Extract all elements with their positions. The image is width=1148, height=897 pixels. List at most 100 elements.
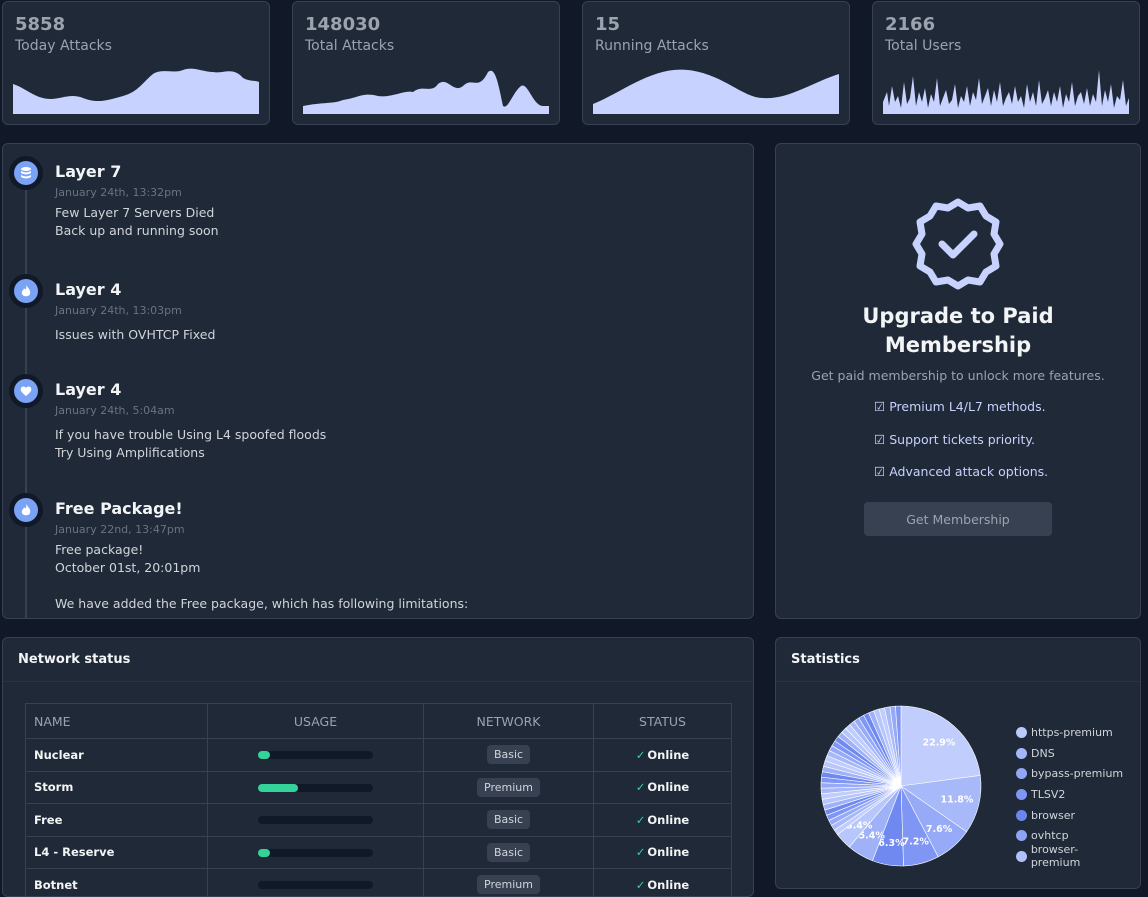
column-header: NAME [26, 704, 208, 739]
column-header: STATUS [594, 704, 732, 739]
badge-check-icon [908, 194, 1008, 294]
network-badge: Premium [477, 778, 540, 797]
status-online: ✓Online [636, 845, 689, 859]
stat-value: 2166 [885, 14, 935, 35]
pie-slice-label: 7.2% [902, 837, 929, 848]
pie-slice-label: 7.6% [926, 824, 953, 835]
check-circle-icon: ☑ [874, 464, 885, 479]
legend-dot [1016, 810, 1027, 821]
sparkline [883, 62, 1129, 114]
legend-item[interactable]: browser-premium [1016, 846, 1126, 867]
stat-value: 5858 [15, 14, 65, 35]
network-name: L4 - Reserve [26, 836, 208, 869]
stat-label: Total Users [885, 38, 961, 54]
membership-feature: ☑Advanced attack options. [874, 464, 1048, 479]
pie-chart: 22.9%11.8%7.6%7.2%6.3%5.4%3.4% [816, 701, 986, 871]
stat-label: Today Attacks [15, 38, 112, 54]
stat-card-today: 5858 Today Attacks [2, 1, 270, 125]
status-online: ✓Online [636, 748, 689, 762]
announcements-panel[interactable]: Layer 7 January 24th, 13:32pm Few Layer … [2, 143, 754, 619]
usage-bar [258, 849, 373, 857]
network-table: NAME USAGE NETWORK STATUS Nuclear Basic … [25, 703, 732, 897]
timeline-title: Layer 4 [55, 380, 121, 399]
legend-dot [1016, 748, 1027, 759]
column-header: NETWORK [424, 704, 594, 739]
status-online: ✓Online [636, 878, 689, 892]
sparkline [593, 62, 839, 114]
network-badge: Basic [487, 843, 530, 862]
timeline-date: January 24th, 13:03pm [55, 304, 182, 317]
membership-card: Upgrade to Paid Membership Get paid memb… [775, 143, 1141, 619]
network-name: Storm [26, 771, 208, 804]
timeline-title: Free Package! [55, 499, 183, 518]
membership-title: Upgrade to Paid Membership [776, 302, 1140, 360]
legend-dot [1016, 727, 1027, 738]
legend-item[interactable]: bypass-premium [1016, 763, 1126, 784]
sparkline [13, 62, 259, 114]
timeline-body: Few Layer 7 Servers Died Back up and run… [55, 204, 219, 240]
fire-icon [14, 279, 38, 303]
check-icon: ✓ [636, 813, 646, 827]
usage-bar [258, 881, 373, 889]
stat-label: Total Attacks [305, 38, 394, 54]
column-header: USAGE [208, 704, 424, 739]
network-name: Botnet [26, 869, 208, 897]
fire-icon [14, 498, 38, 522]
legend-item[interactable]: DNS [1016, 743, 1126, 764]
timeline-date: January 22nd, 13:47pm [55, 523, 185, 536]
heart-icon [14, 379, 38, 403]
network-status-card: Network status NAME USAGE NETWORK STATUS… [2, 637, 754, 897]
usage-bar [258, 816, 373, 824]
check-icon: ✓ [636, 780, 646, 794]
check-icon: ✓ [636, 845, 646, 859]
check-circle-icon: ☑ [874, 432, 885, 447]
stat-card-total: 148030 Total Attacks [292, 1, 560, 125]
pie-slice-label: 11.8% [940, 795, 973, 806]
card-header: Statistics [776, 638, 1140, 682]
membership-feature: ☑Support tickets priority. [874, 432, 1035, 447]
usage-bar [258, 751, 373, 759]
timeline-title: Layer 7 [55, 162, 121, 181]
membership-feature: ☑Premium L4/L7 methods. [874, 399, 1046, 414]
legend-dot [1016, 851, 1027, 862]
timeline-date: January 24th, 5:04am [55, 404, 175, 417]
stat-value: 148030 [305, 14, 380, 35]
pie-slice-label: 5.4% [858, 831, 885, 842]
network-badge: Basic [487, 810, 530, 829]
timeline-date: January 24th, 13:32pm [55, 186, 182, 199]
check-icon: ✓ [636, 878, 646, 892]
timeline-body: If you have trouble Using L4 spoofed flo… [55, 426, 326, 462]
database-icon [14, 161, 38, 185]
table-row: Nuclear Basic ✓Online [26, 739, 732, 772]
legend-item[interactable]: TLSV2 [1016, 784, 1126, 805]
table-row: Botnet Premium ✓Online [26, 869, 732, 897]
network-badge: Basic [487, 745, 530, 764]
statistics-card: Statistics 22.9%11.8%7.6%7.2%6.3%5.4%3.4… [775, 637, 1141, 889]
legend-dot [1016, 768, 1027, 779]
stat-card-running: 15 Running Attacks [582, 1, 850, 125]
check-circle-icon: ☑ [874, 399, 885, 414]
usage-bar [258, 784, 373, 792]
legend-dot [1016, 830, 1027, 841]
timeline-body: Issues with OVHTCP Fixed [55, 326, 215, 344]
check-icon: ✓ [636, 748, 646, 762]
stat-label: Running Attacks [595, 38, 709, 54]
timeline-body: Free package! October 01st, 20:01pm We h… [55, 541, 468, 613]
table-row: Free Basic ✓Online [26, 804, 732, 837]
timeline-title: Layer 4 [55, 280, 121, 299]
network-name: Nuclear [26, 739, 208, 772]
get-membership-button[interactable]: Get Membership [864, 502, 1052, 536]
legend-dot [1016, 789, 1027, 800]
legend-item[interactable]: browser [1016, 805, 1126, 826]
membership-subtitle: Get paid membership to unlock more featu… [776, 368, 1140, 383]
status-online: ✓Online [636, 813, 689, 827]
network-name: Free [26, 804, 208, 837]
stat-value: 15 [595, 14, 620, 35]
network-badge: Premium [477, 875, 540, 894]
pie-slice-label: 22.9% [922, 738, 955, 749]
table-row: L4 - Reserve Basic ✓Online [26, 836, 732, 869]
legend-item[interactable]: https-premium [1016, 722, 1126, 743]
status-online: ✓Online [636, 780, 689, 794]
card-header: Network status [3, 638, 753, 682]
